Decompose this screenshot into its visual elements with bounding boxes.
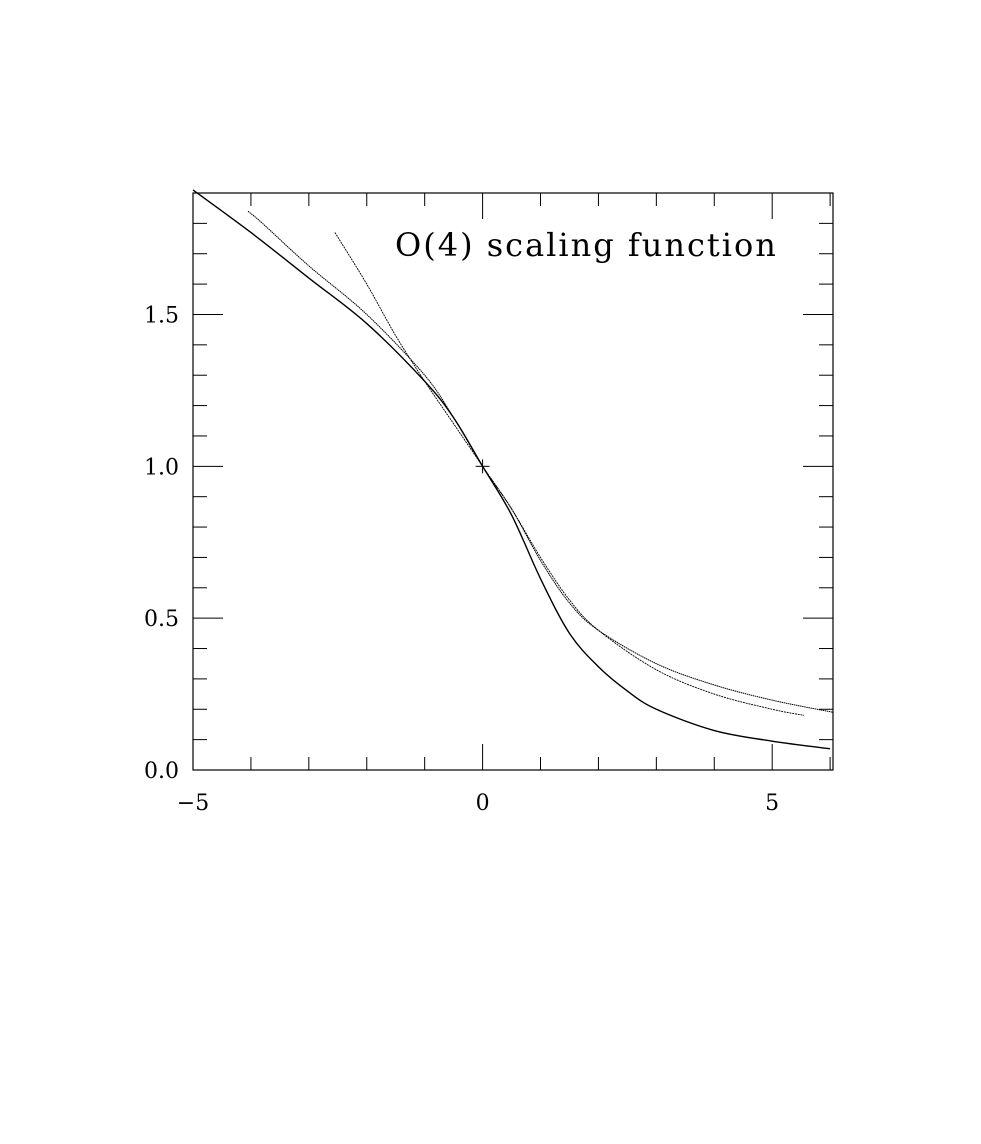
series-line-2 (247, 210, 834, 713)
y-tick-label: 0.5 (144, 607, 179, 632)
x-tick-label: −5 (177, 791, 209, 816)
axis-tick-labels: −5 0 5 0.0 0.5 1.0 1.5 (144, 303, 779, 816)
y-tick-label: 1.5 (144, 303, 179, 328)
x-tick-label: 5 (765, 791, 779, 816)
axis-ticks (192, 193, 833, 771)
y-tick-label: 1.0 (144, 455, 179, 480)
series-line-3 (334, 232, 805, 716)
x-tick-label: 0 (476, 791, 490, 816)
y-tick-label: 0.0 (144, 759, 179, 784)
chart-annotation: O(4) scaling function (395, 226, 778, 264)
series-curves (192, 189, 834, 750)
plot-frame (192, 192, 834, 771)
series-line-1 (192, 189, 831, 750)
plus-marker (475, 459, 490, 474)
markers (475, 459, 490, 474)
